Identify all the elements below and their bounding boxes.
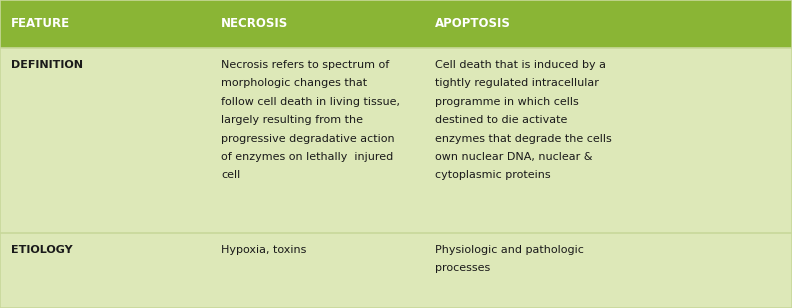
Text: FEATURE: FEATURE xyxy=(11,17,70,30)
Text: Physiologic and pathologic
processes: Physiologic and pathologic processes xyxy=(435,245,584,273)
Text: DEFINITION: DEFINITION xyxy=(11,60,83,70)
Text: Necrosis refers to spectrum of
morphologic changes that
follow cell death in liv: Necrosis refers to spectrum of morpholog… xyxy=(221,60,400,180)
Text: Cell death that is induced by a
tightly regulated intracellular
programme in whi: Cell death that is induced by a tightly … xyxy=(435,60,611,180)
Bar xyxy=(0,48,792,233)
Text: NECROSIS: NECROSIS xyxy=(221,17,288,30)
Bar xyxy=(0,233,792,308)
Text: ETIOLOGY: ETIOLOGY xyxy=(11,245,73,255)
Bar xyxy=(0,0,792,48)
Text: APOPTOSIS: APOPTOSIS xyxy=(435,17,511,30)
Text: Hypoxia, toxins: Hypoxia, toxins xyxy=(221,245,307,255)
